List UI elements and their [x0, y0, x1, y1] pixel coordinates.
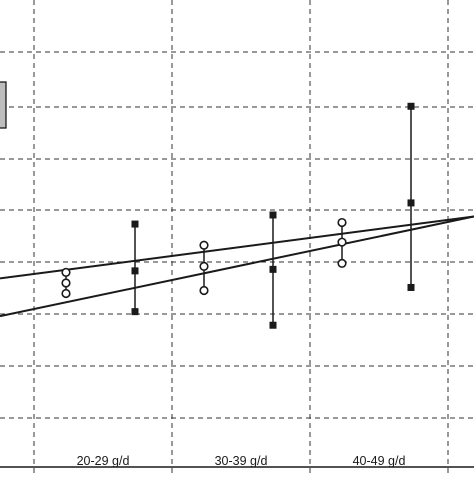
marker-upper [407, 102, 415, 110]
marker-lower [131, 308, 139, 316]
marker-upper [269, 211, 277, 219]
trend-lines [0, 215, 474, 318]
tick-labels: 20-29 g/d 30-39 g/d 40-49 g/d [77, 454, 406, 468]
marker-lower [269, 321, 277, 329]
marker-upper [199, 240, 209, 250]
marker-upper [337, 217, 347, 228]
x-tick-label: 30-39 g/d [215, 454, 268, 468]
markers [61, 102, 415, 329]
marker-mean [407, 199, 415, 207]
marker-mean [131, 267, 139, 275]
x-tick-label: 20-29 g/d [77, 454, 130, 468]
trend-line [0, 215, 474, 318]
marker-lower [337, 258, 347, 268]
x-tick-label: 40-49 g/d [353, 454, 406, 468]
trend-line [0, 215, 474, 280]
marker-upper [131, 220, 139, 228]
cropped-legend-box [0, 81, 7, 129]
marker-mean [199, 261, 209, 271]
marker-lower [407, 283, 415, 291]
marker-mean [337, 237, 347, 247]
marker-lower [61, 288, 71, 299]
marker-mean [61, 278, 71, 288]
cropped-legend [0, 81, 7, 129]
marker-upper [61, 267, 71, 277]
marker-lower [199, 285, 209, 296]
marker-mean [269, 265, 277, 273]
